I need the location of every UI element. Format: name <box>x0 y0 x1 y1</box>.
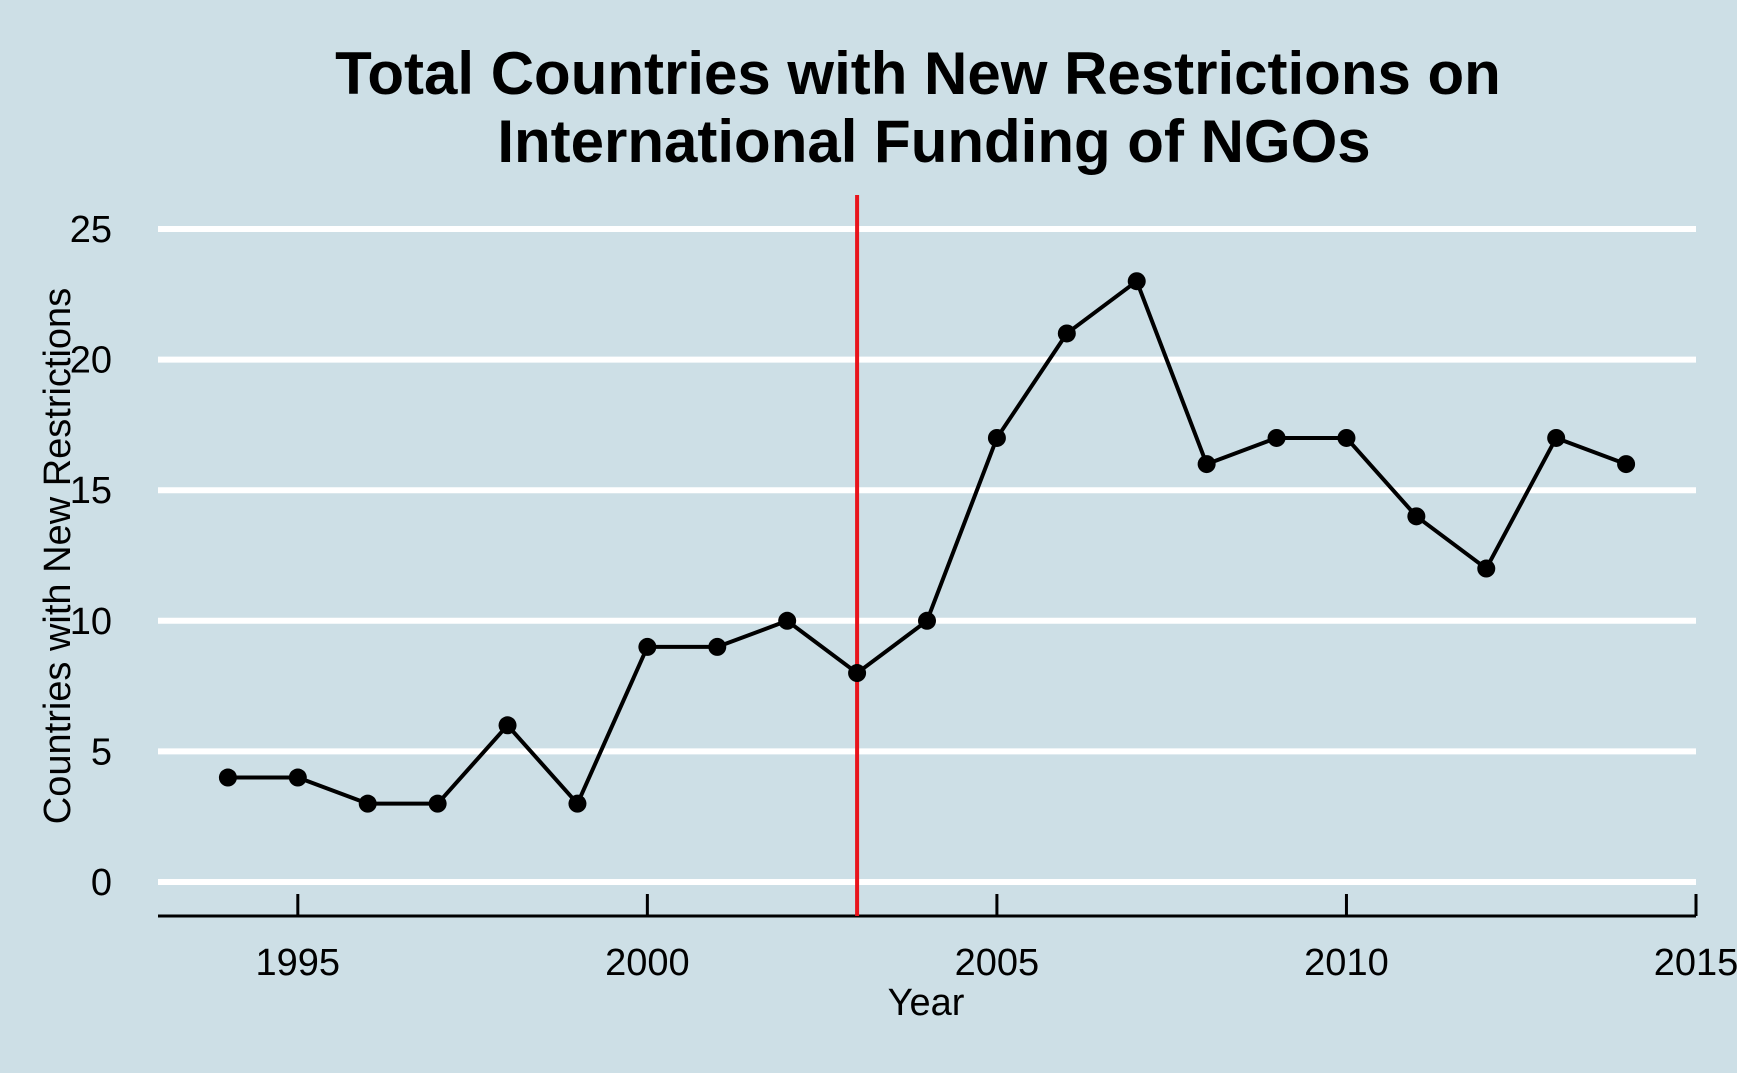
data-point <box>1127 272 1146 291</box>
x-axis-label: Year <box>888 982 965 1024</box>
x-tick-label: 2015 <box>1654 942 1737 984</box>
data-point <box>918 611 936 630</box>
y-tick-label: 10 <box>70 601 112 643</box>
data-point <box>1197 455 1216 474</box>
y-axis-label: Countries with New Restrictions <box>37 288 79 824</box>
data-point <box>218 768 237 787</box>
x-tick-label: 1995 <box>256 942 341 984</box>
data-point <box>1477 559 1496 578</box>
y-tick-label: 20 <box>70 340 112 382</box>
data-point <box>1407 507 1426 526</box>
data-point <box>1547 428 1566 447</box>
data-point <box>498 716 517 735</box>
y-tick-label: 0 <box>91 862 112 904</box>
x-tick-label: 2010 <box>1304 942 1389 984</box>
data-point <box>1057 324 1076 343</box>
chart-title-line-2: International Funding of NGOs <box>497 108 1370 175</box>
data-point <box>568 794 587 813</box>
chart-title-line-1: Total Countries with New Restrictions on <box>335 40 1501 107</box>
y-tick-label: 15 <box>70 470 112 512</box>
data-point <box>708 637 727 656</box>
data-point <box>428 794 447 813</box>
x-tick-label: 2000 <box>605 942 690 984</box>
y-tick-label: 5 <box>91 731 112 773</box>
data-point <box>638 637 657 656</box>
series-layer <box>218 272 1636 813</box>
x-tick-label: 2005 <box>955 942 1040 984</box>
data-point <box>987 428 1006 447</box>
data-point <box>848 664 867 683</box>
data-point <box>1267 428 1286 447</box>
data-point <box>1337 428 1356 447</box>
data-point <box>358 794 377 813</box>
y-tick-label: 25 <box>70 209 112 251</box>
x-axis: 1995 2000 2005 2010 2015 <box>158 894 1737 984</box>
data-point <box>1617 455 1636 474</box>
data-point <box>288 768 307 787</box>
gridlines: 0 5 10 15 20 25 <box>70 209 1696 904</box>
data-point <box>778 611 797 630</box>
